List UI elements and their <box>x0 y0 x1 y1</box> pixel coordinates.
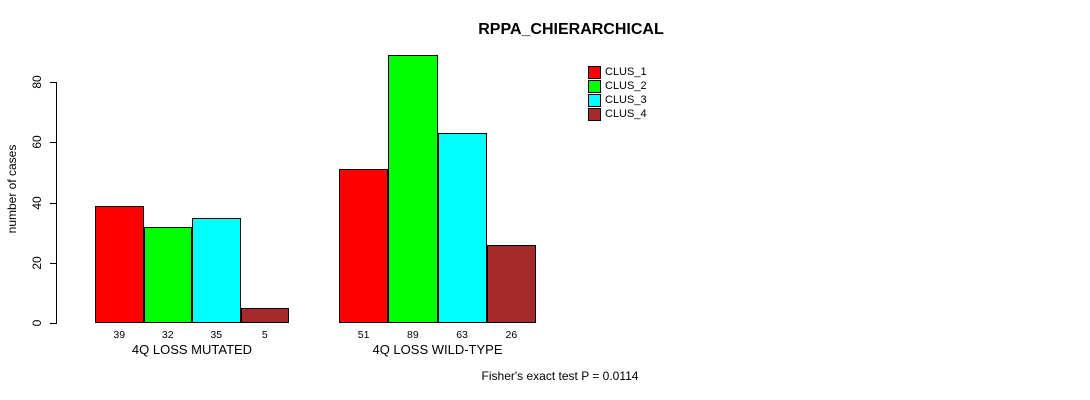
legend-item-label: CLUS_4 <box>605 108 647 120</box>
bar-clus_4-group2 <box>487 245 536 323</box>
legend-item: CLUS_4 <box>588 108 647 121</box>
y-axis-tick <box>50 142 57 143</box>
y-axis-label: number of cases <box>5 144 19 234</box>
y-axis-tick-label: 60 <box>30 135 44 149</box>
bar-clus_2-group1 <box>144 227 192 323</box>
bar-value-label: 39 <box>113 329 126 341</box>
bar-clus_1-group2 <box>339 169 388 323</box>
legend-item: CLUS_3 <box>588 94 647 107</box>
y-axis-tick <box>50 203 57 204</box>
y-axis-tick-label: 20 <box>30 256 44 270</box>
y-axis-tick <box>50 263 57 264</box>
bar-value-label: 32 <box>161 329 174 341</box>
y-axis-tick-label: 40 <box>30 196 44 210</box>
bar-clus_3-group1 <box>192 218 241 323</box>
bar-value-label: 5 <box>261 329 268 341</box>
bar-value-label: 89 <box>407 329 419 341</box>
y-axis-tick <box>50 82 57 83</box>
footnote-text: Fisher's exact test P = 0.0114 <box>481 369 639 383</box>
bar-clus_1-group1 <box>95 206 144 323</box>
bar-value-label: 26 <box>505 329 518 341</box>
chart-title: RPPA_CHIERARCHICAL <box>478 21 664 38</box>
bar-value-label: 63 <box>456 329 468 341</box>
y-axis-tick-label: 0 <box>30 319 44 327</box>
legend-item: CLUS_1 <box>588 66 647 79</box>
legend-swatch-clus_3 <box>588 94 601 107</box>
bar-clus_3-group2 <box>438 133 487 323</box>
bar-value-label: 51 <box>357 329 370 341</box>
bar-clus_4-group1 <box>241 308 289 323</box>
legend-item-label: CLUS_2 <box>605 80 647 92</box>
legend-item: CLUS_2 <box>588 80 647 93</box>
legend-swatch-clus_2 <box>588 80 601 93</box>
legend-item-label: CLUS_1 <box>605 66 647 78</box>
bar-clus_2-group2 <box>388 55 438 323</box>
y-axis-tick <box>50 323 57 324</box>
legend-swatch-clus_4 <box>588 108 601 121</box>
legend-swatch-clus_1 <box>588 66 601 79</box>
legend: CLUS_1 CLUS_2 CLUS_3 CLUS_4 <box>588 66 647 121</box>
y-axis-tick-label: 80 <box>30 75 44 89</box>
legend-item-label: CLUS_3 <box>605 94 647 106</box>
group-label-1: 4Q LOSS MUTATED <box>131 342 253 357</box>
bar-value-label: 35 <box>210 329 223 341</box>
group-label-2: 4Q LOSS WILD-TYPE <box>372 342 503 357</box>
